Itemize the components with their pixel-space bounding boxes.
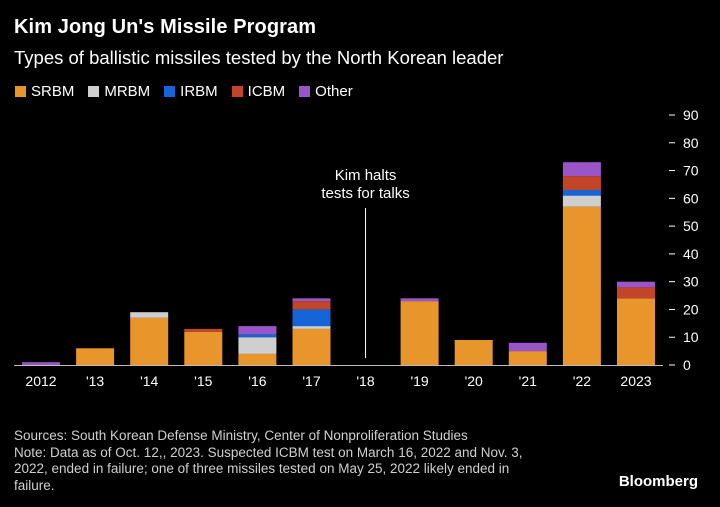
footnote-note-line-1: Note: Data as of Oct. 12,, 2023. Suspect… — [14, 444, 523, 460]
y-tick-label: 90 — [683, 107, 699, 123]
x-tick-label: '18 — [356, 373, 374, 389]
legend: SRBM MRBM IRBM ICBM Other — [15, 83, 353, 100]
bar-segment-srbm-2 — [130, 317, 169, 365]
missile-bar-chart: 0 10 20 30 40 50 60 70 80 90 2012 '13 '14 '15 '16 '17 '… — [14, 107, 699, 389]
legend-swatch-other — [299, 86, 311, 97]
legend-label-mrbm: MRBM — [104, 83, 151, 100]
bar-segment-icbm-3 — [184, 328, 223, 332]
y-tick-label: 60 — [683, 190, 699, 206]
x-tick-label: '13 — [86, 373, 104, 389]
bar-segment-mrbm-5 — [292, 326, 331, 329]
bar-segment-other-0 — [22, 362, 60, 365]
y-tick-label: 80 — [683, 135, 699, 151]
bar-segment-other-10 — [562, 162, 601, 177]
bar-segment-srbm-10 — [562, 206, 601, 365]
y-axis: 0 10 20 30 40 50 60 70 80 90 — [669, 107, 699, 373]
bar-segment-srbm-7 — [400, 301, 439, 365]
bar-segment-srbm-5 — [292, 328, 331, 365]
bar-segment-srbm-9 — [508, 351, 547, 365]
bloomberg-logo: Bloomberg — [618, 473, 698, 490]
bar-segment-icbm-10 — [562, 176, 601, 190]
y-tick-label: 40 — [683, 246, 699, 262]
y-tick-label: 20 — [683, 301, 699, 317]
bar-segment-irbm-4 — [238, 334, 277, 338]
x-tick-label: 2023 — [620, 373, 651, 389]
chart-title: Kim Jong Un's Missile Program — [14, 16, 317, 38]
y-tick-label: 50 — [683, 218, 699, 234]
x-tick-label: '21 — [519, 373, 537, 389]
bar-segment-other-7 — [400, 298, 439, 302]
legend-swatch-srbm — [15, 86, 26, 97]
bar-segment-other-9 — [508, 342, 547, 352]
legend-swatch-mrbm — [88, 86, 100, 97]
y-tick-label: 0 — [683, 357, 691, 373]
bar-segment-srbm-3 — [184, 331, 223, 365]
x-axis: 2012 '13 '14 '15 '16 '17 '18 '19 '20 '21 '22 2023 — [14, 365, 663, 389]
legend-swatch-irbm — [164, 86, 176, 97]
legend-item-icbm: ICBM — [231, 83, 286, 100]
legend-swatch-icbm — [231, 86, 243, 97]
y-tick-label: 30 — [683, 274, 699, 290]
bar-segment-icbm-5 — [292, 301, 331, 310]
bar-segment-icbm-11 — [617, 287, 655, 299]
footnote-note-line-2: 2022, ended in failure; one of three mis… — [14, 461, 510, 476]
bar-segment-srbm-8 — [454, 340, 493, 365]
x-tick-label: '14 — [140, 373, 158, 389]
bar-segment-other-4 — [238, 326, 277, 335]
bar-segment-irbm-5 — [292, 309, 331, 327]
bar-segment-srbm-1 — [76, 348, 115, 365]
legend-label-icbm: ICBM — [247, 83, 286, 100]
bar-segment-mrbm-2 — [130, 312, 169, 318]
legend-item-other: Other — [299, 83, 353, 100]
legend-item-srbm: SRBM — [15, 83, 74, 100]
y-tick-label: 70 — [683, 163, 699, 179]
legend-label-srbm: SRBM — [31, 83, 75, 100]
legend-label-other: Other — [315, 83, 353, 100]
footnote: Sources: South Korean Defense Ministry, … — [14, 428, 574, 494]
x-tick-label: 2012 — [25, 373, 56, 389]
chart-subtitle: Types of ballistic missiles tested by th… — [14, 47, 504, 68]
bar-segment-other-5 — [292, 298, 331, 302]
x-tick-label: '20 — [465, 373, 483, 389]
footnote-note-line-3: failure. — [14, 477, 55, 493]
legend-item-irbm: IRBM — [164, 83, 218, 100]
x-tick-label: '19 — [410, 373, 428, 389]
x-tick-label: '17 — [302, 373, 320, 389]
bar-segment-mrbm-10 — [562, 195, 601, 207]
footnote-sources: Sources: South Korean Defense Ministry, … — [14, 428, 468, 443]
x-tick-label: '22 — [573, 373, 591, 389]
legend-label-irbm: IRBM — [180, 83, 218, 100]
legend-item-mrbm: MRBM — [88, 83, 150, 100]
annotation-line-1: Kim halts — [335, 167, 397, 184]
bar-segment-mrbm-4 — [238, 337, 277, 354]
bar-segment-other-11 — [617, 281, 655, 288]
annotation-line-2: tests for talks — [321, 185, 409, 202]
bar-segment-srbm-11 — [617, 298, 655, 365]
annotation-group: Kim halts tests for talks — [321, 167, 410, 358]
bar-segment-irbm-10 — [562, 190, 601, 196]
x-tick-label: '16 — [248, 373, 266, 389]
y-tick-label: 10 — [683, 329, 699, 345]
bars-group — [22, 162, 655, 365]
bar-segment-srbm-4 — [238, 353, 277, 365]
x-tick-label: '15 — [194, 373, 212, 389]
